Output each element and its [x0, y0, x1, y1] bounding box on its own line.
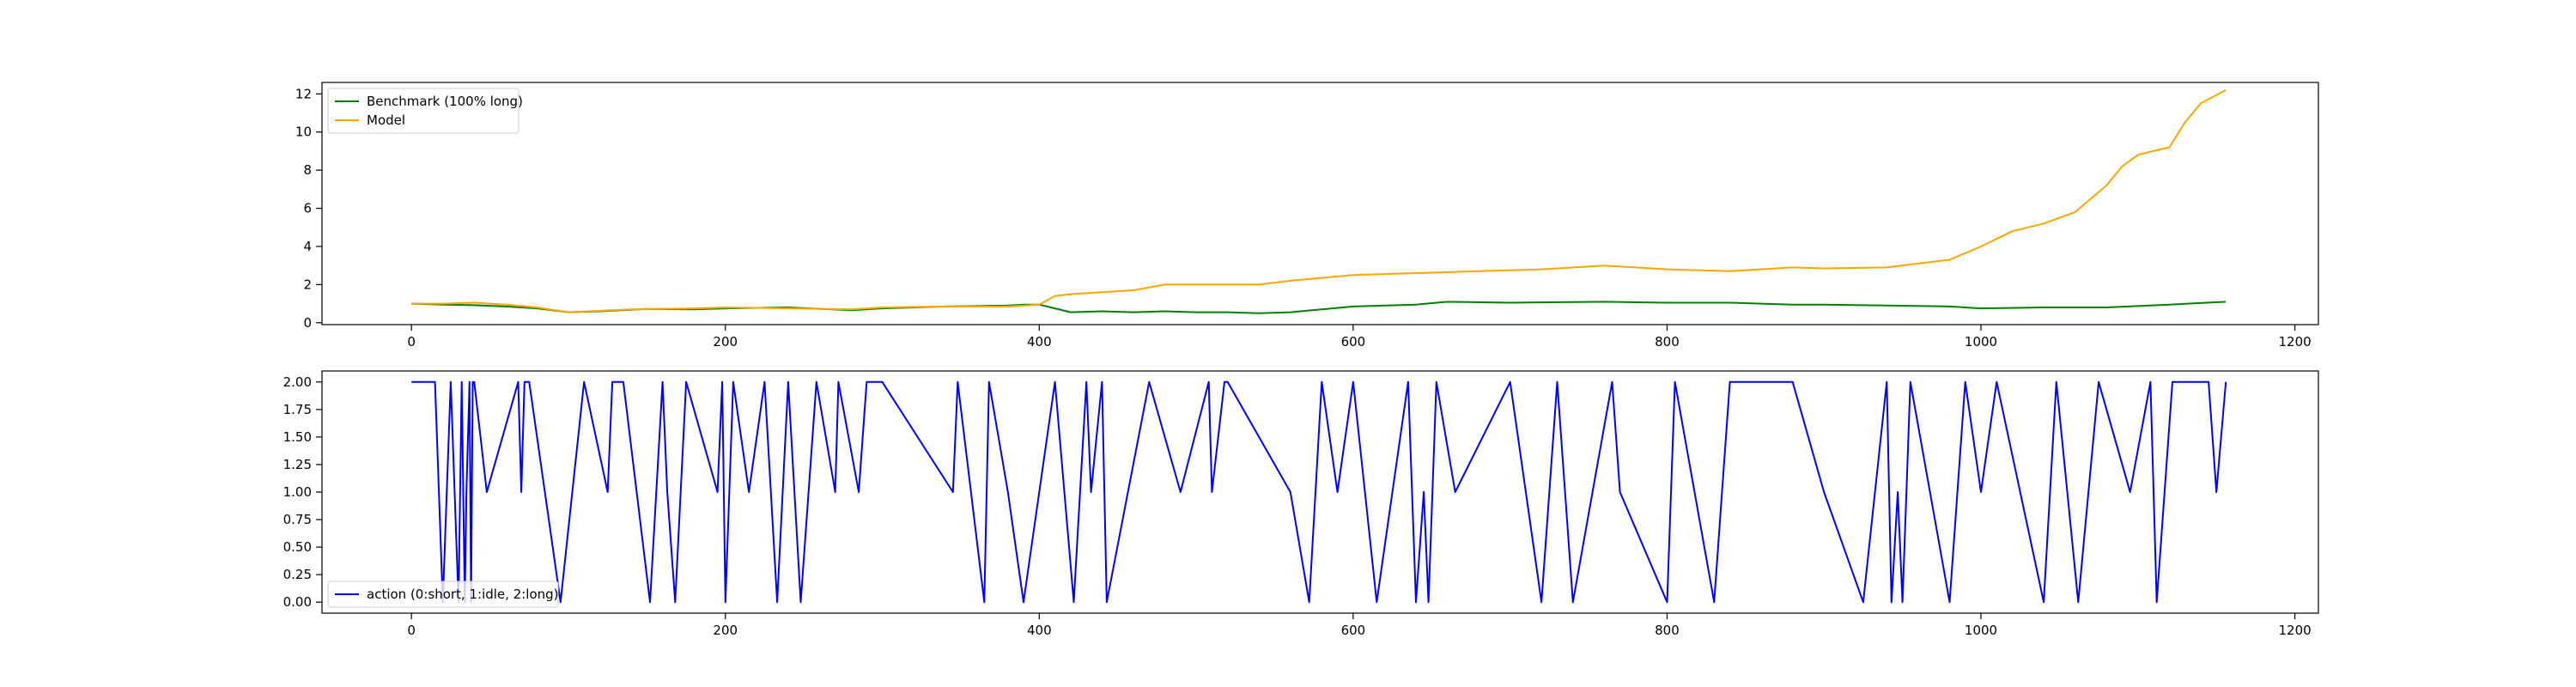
- y-tick-label: 4: [303, 239, 312, 254]
- y-tick-label: 0.50: [283, 539, 312, 555]
- x-tick-label: 200: [713, 334, 738, 350]
- x-tick-label: 600: [1341, 623, 1366, 638]
- y-tick-label: 2.00: [283, 374, 312, 390]
- plot-frame: [321, 82, 2319, 325]
- y-tick-label: 1.00: [283, 484, 312, 500]
- series-line-1-0: [411, 380, 2227, 604]
- legend: action (0:short, 1:idle, 2:long): [327, 581, 559, 608]
- y-tick-label: 0.75: [283, 512, 312, 527]
- y-tick-label: 0.00: [283, 594, 312, 610]
- legend: Benchmark (100% long) Model: [327, 88, 523, 134]
- x-tick-label: 800: [1655, 623, 1680, 638]
- x-tick-label: 400: [1027, 623, 1052, 638]
- x-tick-label: 1000: [1965, 623, 1997, 638]
- x-tick-label: 800: [1655, 334, 1680, 350]
- y-tick-label: 12: [295, 86, 312, 101]
- y-tick-label: 1.50: [283, 429, 312, 445]
- legend-label: Benchmark (100% long): [367, 94, 523, 109]
- y-tick-label: 0: [303, 315, 312, 331]
- x-tick-label: 400: [1027, 334, 1052, 350]
- top-chart-panel: 0 200 400 600 800 1000 1200 0 2 4 6 8 10 12 Benchmark …: [295, 82, 2319, 350]
- bottom-chart-panel: 0 200 400 600 800 1000 1200 0.00 0.25 0.50 0.75 1.0…: [283, 370, 2319, 638]
- legend-label: Model: [367, 112, 405, 128]
- y-tick-label: 0.25: [283, 567, 312, 582]
- y-tick-label: 6: [303, 201, 312, 216]
- x-tick-label: 600: [1341, 334, 1366, 350]
- series-line-0-1: [411, 89, 2227, 313]
- legend-label: action (0:short, 1:idle, 2:long): [367, 587, 559, 602]
- x-tick-label: 0: [407, 334, 416, 350]
- y-tick-label: 1.25: [283, 457, 312, 472]
- x-tick-label: 1000: [1965, 334, 1997, 350]
- y-tick-label: 8: [303, 162, 312, 178]
- y-tick-label: 10: [295, 125, 312, 140]
- series-line-0-0: [411, 301, 2227, 314]
- x-tick-label: 1200: [2278, 334, 2311, 350]
- x-tick-label: 200: [713, 623, 738, 638]
- y-tick-label: 1.75: [283, 402, 312, 417]
- x-tick-label: 0: [407, 623, 416, 638]
- x-tick-label: 1200: [2278, 623, 2311, 638]
- y-tick-label: 2: [303, 277, 312, 292]
